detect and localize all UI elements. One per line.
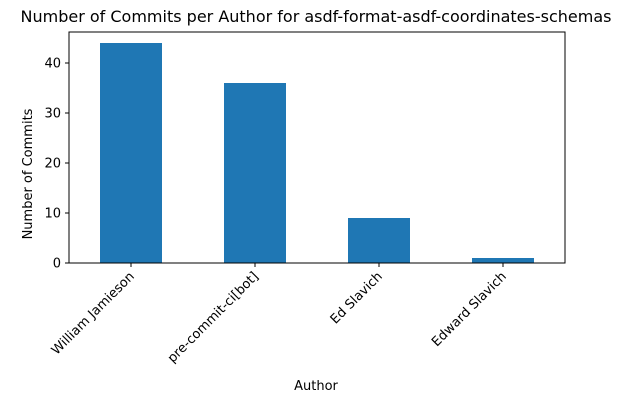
y-tick-label: 0 xyxy=(53,257,61,272)
y-axis-ticks: 0 10 20 30 40 xyxy=(44,57,69,272)
bar-3 xyxy=(348,218,410,263)
y-tick-label: 40 xyxy=(44,57,61,72)
bar-4 xyxy=(472,258,534,263)
y-tick-label: 20 xyxy=(44,157,61,172)
y-tick-label: 10 xyxy=(44,207,61,222)
y-tick-label: 30 xyxy=(44,107,61,122)
bars-group xyxy=(100,43,534,263)
y-axis-label: Number of Commits xyxy=(21,108,36,239)
chart-title: Number of Commits per Author for asdf-fo… xyxy=(21,7,612,26)
bar-1 xyxy=(100,43,162,263)
x-axis-label: Author xyxy=(294,379,338,394)
plot-area-frame xyxy=(68,31,566,264)
bar-2 xyxy=(224,83,286,263)
